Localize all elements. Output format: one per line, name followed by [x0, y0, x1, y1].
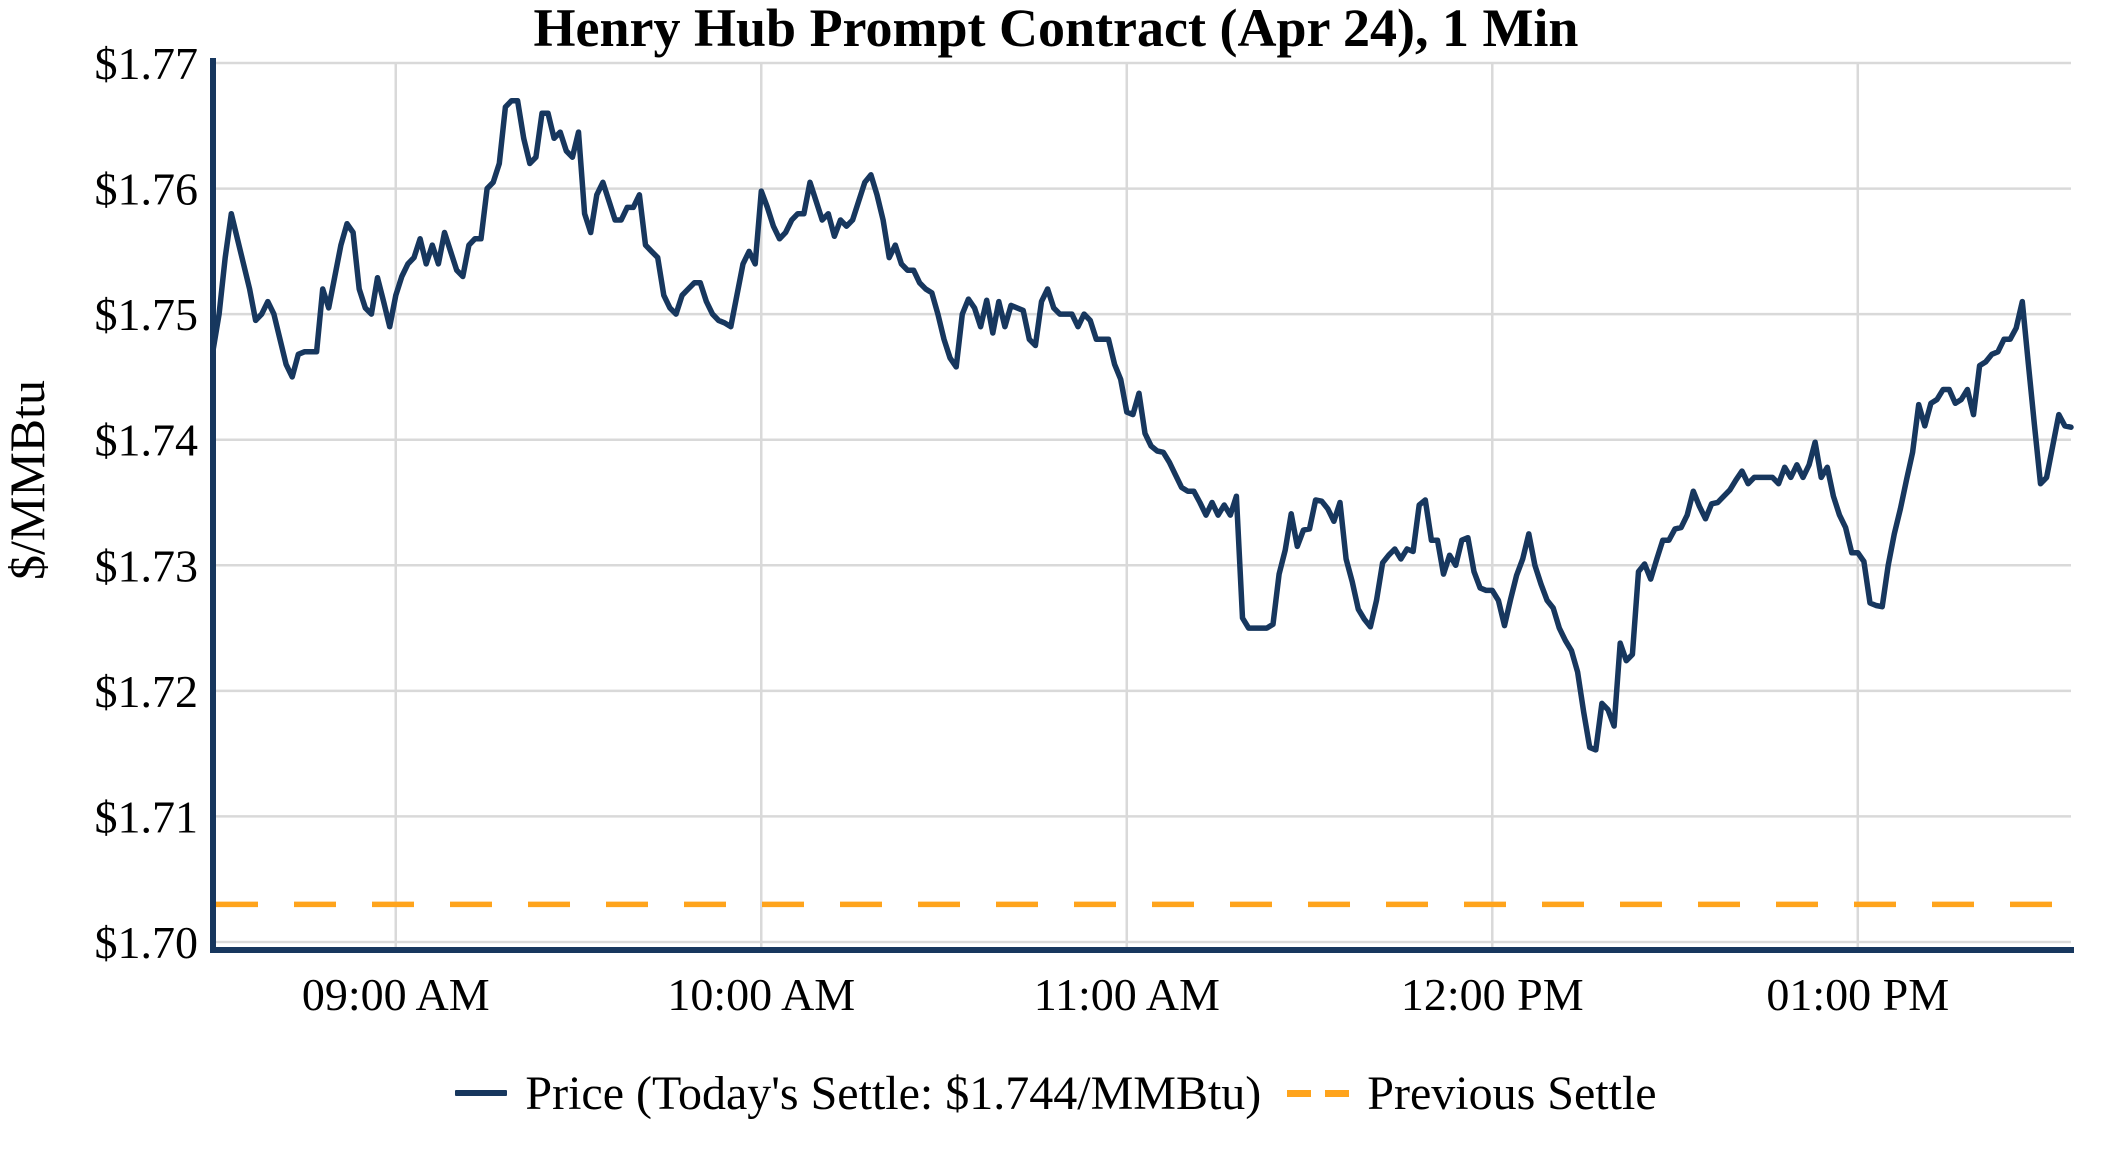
x-tick-label: 12:00 PM [1401, 969, 1584, 1020]
dash-segment [1287, 1089, 1312, 1097]
legend-item-previous-settle[interactable]: Previous Settle [1287, 1066, 1657, 1121]
y-tick-label: $1.73 [95, 540, 199, 591]
price-line-swatch [455, 1090, 508, 1096]
dash-segment [1325, 1089, 1350, 1097]
x-tick-label: 01:00 PM [1766, 969, 1949, 1020]
price-line [210, 97, 2074, 753]
previous-settle-legend-label: Previous Settle [1367, 1066, 1657, 1120]
y-axis-title: $/MMBtu [0, 380, 55, 580]
y-tick-label: $1.74 [95, 415, 199, 466]
x-tick-label: 10:00 AM [667, 969, 855, 1020]
legend-item-price[interactable]: Price (Today's Settle: $1.744/MMBtu) [455, 1066, 1261, 1121]
x-tick-labels: 09:00 AM 10:00 AM 11:00 AM 12:00 PM 01:00 PM [302, 969, 1949, 1020]
previous-settle-dash-swatch [1287, 1089, 1350, 1097]
y-tick-label: $1.71 [95, 791, 199, 842]
y-tick-label: $1.70 [95, 917, 199, 968]
chart-title: Henry Hub Prompt Contract (Apr 24), 1 Mi… [534, 0, 1579, 58]
y-axis-line [210, 58, 216, 953]
y-tick-label: $1.76 [95, 164, 199, 215]
legend: Price (Today's Settle: $1.744/MMBtu) Pre… [0, 1058, 2112, 1128]
price-legend-label: Price (Today's Settle: $1.744/MMBtu) [525, 1066, 1262, 1120]
x-tick-label: 09:00 AM [302, 969, 490, 1020]
y-tick-label: $1.77 [95, 38, 199, 89]
y-tick-labels: $1.70 $1.71 $1.72 $1.73 $1.74 $1.75 $1.76 $1.77 [95, 38, 199, 968]
x-tick-label: 11:00 AM [1034, 969, 1220, 1020]
y-tick-label: $1.75 [95, 289, 199, 340]
gridlines [213, 61, 2071, 949]
x-axis-line [210, 947, 2074, 953]
y-tick-label: $1.72 [95, 666, 199, 717]
